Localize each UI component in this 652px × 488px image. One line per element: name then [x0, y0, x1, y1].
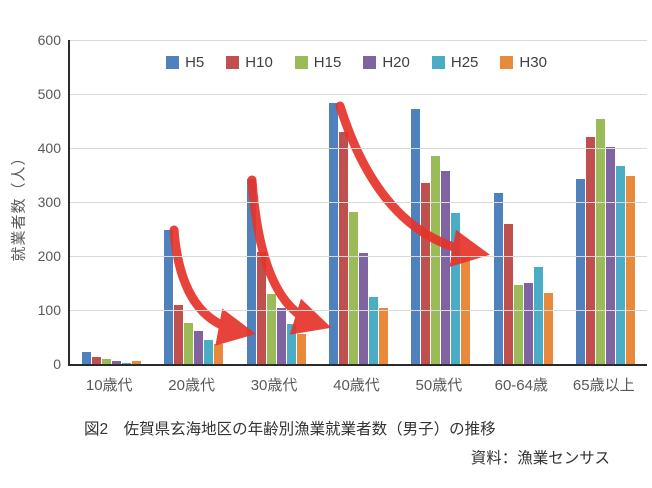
- x-tick-label-30歳代: 30歳代: [250, 377, 298, 394]
- bar-H5-10歳代: [81, 352, 91, 364]
- bar-H5-65歳以上: [576, 179, 586, 364]
- bar-H5-40歳代: [328, 103, 338, 364]
- bar-H5-30歳代: [246, 178, 256, 364]
- legend-swatch-icon: [294, 56, 308, 69]
- gridline-400: [70, 147, 647, 149]
- bar-H15-60-64歳: [513, 285, 523, 364]
- gridline-600: [70, 39, 647, 41]
- gridline-200: [70, 255, 647, 257]
- legend-item-H30: H30: [500, 54, 547, 71]
- bar-H25-20歳代: [204, 339, 214, 364]
- bar-H5-20歳代: [164, 230, 174, 364]
- y-tick-label-0: 0: [53, 356, 61, 372]
- bar-H25-50歳代: [451, 212, 461, 364]
- gridline-300: [70, 201, 647, 203]
- figure-source: 資料：漁業センサス: [470, 450, 610, 467]
- bar-H25-40歳代: [368, 297, 378, 364]
- chart-legend: H5 H10 H15 H20 H25 H30: [68, 54, 645, 71]
- x-axis-labels: 10歳代 20歳代 30歳代 40歳代 50歳代 60-64歳 65歳以上: [68, 374, 645, 395]
- bar-H30-65歳以上: [626, 175, 636, 364]
- figure-caption: 図2 佐賀県玄海地区の年齢別漁業就業者数（男子）の推移: [84, 421, 496, 438]
- bar-group-65歳以上: [565, 40, 647, 364]
- bar-H30-40歳代: [378, 307, 388, 364]
- legend-swatch-icon: [226, 56, 240, 69]
- bar-H25-60-64歳: [533, 266, 543, 364]
- bar-H25-10歳代: [121, 362, 131, 364]
- bar-H10-30歳代: [256, 251, 266, 364]
- legend-swatch-icon: [431, 56, 445, 69]
- x-tick-label-65歳以上: 65歳以上: [572, 377, 635, 394]
- y-tick-label-500: 500: [37, 86, 61, 102]
- bar-H10-50歳代: [421, 183, 431, 364]
- bar-H10-10歳代: [91, 356, 101, 364]
- gridline-100: [70, 309, 647, 311]
- legend-swatch-icon: [363, 56, 377, 69]
- bar-H15-10歳代: [101, 358, 111, 364]
- x-tick-label-20歳代: 20歳代: [168, 377, 215, 394]
- bar-H10-60-64歳: [503, 224, 513, 364]
- bar-H15-20歳代: [184, 322, 194, 364]
- plot-area: 0 100 200 300 400 500 600: [38, 32, 647, 372]
- y-tick-label-400: 400: [37, 140, 61, 156]
- legend-swatch-icon: [500, 56, 514, 69]
- bar-H30-60-64歳: [543, 293, 553, 364]
- bar-H20-60-64歳: [523, 283, 533, 364]
- bar-H20-50歳代: [441, 171, 451, 364]
- legend-label: H20: [382, 54, 410, 71]
- legend-item-H5: H5: [166, 54, 204, 71]
- bar-H15-30歳代: [266, 294, 276, 364]
- x-tick-label-60-64歳: 60-64歳: [494, 377, 548, 394]
- bar-H15-50歳代: [431, 156, 441, 364]
- bar-H20-20歳代: [194, 330, 204, 364]
- legend-swatch-icon: [166, 56, 180, 69]
- bar-H10-65歳以上: [586, 137, 596, 364]
- bar-H30-20歳代: [214, 344, 224, 364]
- bar-H25-30歳代: [286, 323, 296, 364]
- bar-H30-10歳代: [131, 361, 141, 364]
- legend-item-H20: H20: [363, 54, 410, 71]
- bar-group-10歳代: [70, 40, 152, 364]
- bar-H5-60-64歳: [493, 192, 503, 364]
- gridline-500: [70, 93, 647, 95]
- legend-label: H30: [519, 54, 547, 71]
- bar-H20-10歳代: [111, 361, 121, 364]
- bar-H25-65歳以上: [616, 166, 626, 364]
- x-tick-label-50歳代: 50歳代: [415, 377, 463, 394]
- bar-H20-30歳代: [276, 308, 286, 364]
- legend-item-H15: H15: [294, 54, 342, 71]
- x-tick-label-10歳代: 10歳代: [85, 377, 133, 394]
- bar-H20-65歳以上: [606, 146, 616, 364]
- bar-H10-20歳代: [174, 304, 184, 364]
- y-tick-label-100: 100: [37, 302, 61, 318]
- legend-label: H15: [313, 54, 342, 71]
- y-axis-title: 就業者数（人）: [10, 149, 28, 262]
- legend-item-H10: H10: [226, 54, 273, 71]
- legend-label: H5: [185, 54, 205, 71]
- y-tick-label-600: 600: [37, 32, 61, 48]
- legend-label: H25: [450, 54, 479, 71]
- bar-H20-40歳代: [358, 253, 368, 364]
- bar-group-60-64歳: [482, 40, 564, 364]
- legend-item-H25: H25: [431, 54, 479, 71]
- bar-H15-40歳代: [348, 212, 358, 364]
- y-tick-label-200: 200: [37, 248, 61, 264]
- bar-H15-65歳以上: [596, 119, 606, 364]
- y-tick-label-300: 300: [37, 194, 61, 210]
- legend-label: H10: [245, 54, 273, 71]
- bar-H10-40歳代: [338, 131, 348, 364]
- bar-H30-30歳代: [296, 333, 306, 364]
- x-tick-label-40歳代: 40歳代: [333, 377, 380, 394]
